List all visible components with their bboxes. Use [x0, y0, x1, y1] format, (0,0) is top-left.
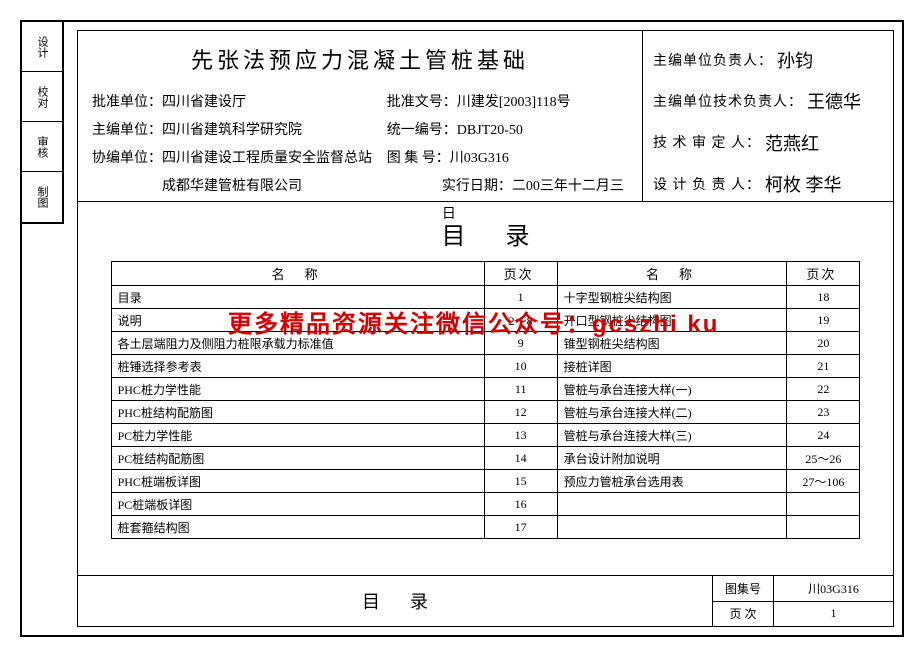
code-value: 川03G316: [774, 576, 893, 601]
name-cell: PC桩端板详图: [111, 493, 484, 516]
col-page: 页次: [484, 262, 557, 286]
signature-row: 主编单位负责人：孙钧: [653, 41, 883, 82]
page-label: 页 次: [713, 602, 774, 627]
page-cell: 21: [787, 355, 860, 378]
table-row: PC桩端板详图16: [111, 493, 860, 516]
page-cell: 10: [484, 355, 557, 378]
name-cell: [557, 516, 787, 539]
inner-frame: 先张法预应力混凝土管桩基础 批准单位：四川省建设厅批准文号：川建发[2003]1…: [77, 30, 894, 627]
table-row: 桩锤选择参考表10接桩详图21: [111, 355, 860, 378]
signature: 孙钧: [777, 41, 813, 82]
name-cell: PC桩力学性能: [111, 424, 484, 447]
signature: 王德华: [807, 82, 861, 123]
signature: 柯枚 李华: [765, 165, 842, 206]
page-cell: 11: [484, 378, 557, 401]
page-cell: 15: [484, 470, 557, 493]
page-value: 1: [774, 602, 893, 627]
name-cell: PC桩结构配筋图: [111, 447, 484, 470]
page-cell: 24: [787, 424, 860, 447]
table-row: PC桩力学性能13管桩与承台连接大样(三)24: [111, 424, 860, 447]
side-cell: 审核: [22, 122, 62, 172]
signature-block: 主编单位负责人：孙钧 主编单位技术负责人：王德华 技 术 审 定 人：范燕红 设…: [642, 31, 893, 201]
name-cell: 预应力管桩承台选用表: [557, 470, 787, 493]
page-cell: 27～106: [787, 470, 860, 493]
page-cell: 23: [787, 401, 860, 424]
side-cell: 设计: [22, 22, 62, 72]
drawing-sheet: 设计 校对 审核 制图 先张法预应力混凝土管桩基础 批准单位：四川省建设厅批准文…: [20, 20, 904, 637]
page-cell: 25～26: [787, 447, 860, 470]
name-cell: 管桩与承台连接大样(二): [557, 401, 787, 424]
signature: 范燕红: [765, 124, 819, 165]
toc-header-row: 名称 页次 名称 页次: [111, 262, 860, 286]
side-cell: 制图: [22, 172, 62, 221]
signature-row: 设 计 负 责 人：柯枚 李华: [653, 165, 883, 206]
page-cell: 14: [484, 447, 557, 470]
name-cell: 管桩与承台连接大样(一): [557, 378, 787, 401]
page-cell: 19: [787, 309, 860, 332]
footer-title: 目录: [78, 576, 712, 626]
page-cell: [787, 493, 860, 516]
document-title: 先张法预应力混凝土管桩基础: [92, 39, 628, 83]
page-cell: 22: [787, 378, 860, 401]
name-cell: PHC桩结构配筋图: [111, 401, 484, 424]
name-cell: 桩套箍结构图: [111, 516, 484, 539]
table-row: PHC桩结构配筋图12管桩与承台连接大样(二)23: [111, 401, 860, 424]
table-row: PHC桩端板详图15预应力管桩承台选用表27～106: [111, 470, 860, 493]
page-cell: 20: [787, 332, 860, 355]
name-cell: 管桩与承台连接大样(三): [557, 424, 787, 447]
page-cell: 18: [787, 286, 860, 309]
side-stub: 设计 校对 审核 制图: [20, 20, 64, 224]
watermark-text: 更多精品资源关注微信公众号：gcszhi ku: [228, 304, 719, 339]
footer-block: 目录 图集号川03G316 页 次1: [78, 575, 893, 626]
name-cell: [557, 493, 787, 516]
side-cell: 校对: [22, 72, 62, 122]
code-label: 图集号: [713, 576, 774, 601]
name-cell: PHC桩力学性能: [111, 378, 484, 401]
col-page: 页次: [787, 262, 860, 286]
name-cell: 承台设计附加说明: [557, 447, 787, 470]
signature-row: 技 术 审 定 人：范燕红: [653, 124, 883, 165]
table-row: PC桩结构配筋图14承台设计附加说明25～26: [111, 447, 860, 470]
col-name: 名称: [111, 262, 484, 286]
page-cell: 13: [484, 424, 557, 447]
title-block: 先张法预应力混凝土管桩基础 批准单位：四川省建设厅批准文号：川建发[2003]1…: [78, 31, 893, 202]
name-cell: 接桩详图: [557, 355, 787, 378]
name-cell: 桩锤选择参考表: [111, 355, 484, 378]
header-left: 先张法预应力混凝土管桩基础 批准单位：四川省建设厅批准文号：川建发[2003]1…: [78, 31, 642, 201]
name-cell: PHC桩端板详图: [111, 470, 484, 493]
page-cell: 17: [484, 516, 557, 539]
col-name: 名称: [557, 262, 787, 286]
toc-table: 名称 页次 名称 页次 目录1十字型钢桩尖结构图18说明2～8开口型钢桩尖结构图…: [111, 261, 861, 539]
page-cell: 16: [484, 493, 557, 516]
table-row: PHC桩力学性能11管桩与承台连接大样(一)22: [111, 378, 860, 401]
signature-row: 主编单位技术负责人：王德华: [653, 82, 883, 123]
table-row: 桩套箍结构图17: [111, 516, 860, 539]
footer-info: 图集号川03G316 页 次1: [712, 576, 893, 626]
page-cell: 12: [484, 401, 557, 424]
page-cell: [787, 516, 860, 539]
